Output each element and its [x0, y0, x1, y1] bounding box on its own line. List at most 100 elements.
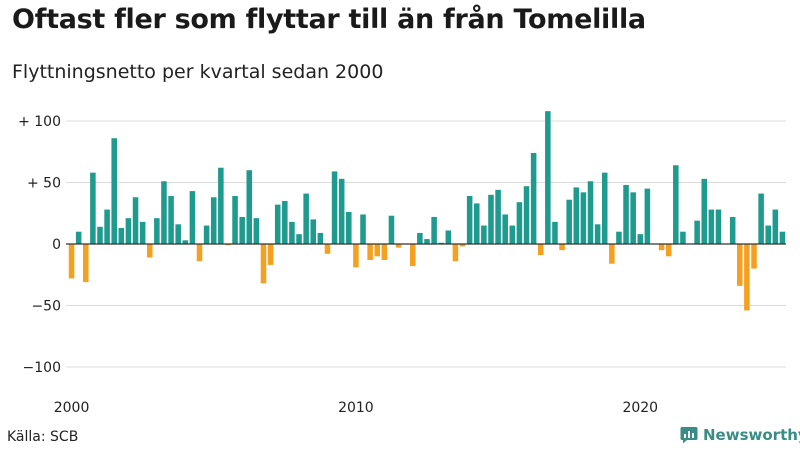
bar — [587, 181, 594, 244]
bar — [559, 244, 565, 251]
bar — [758, 193, 764, 244]
y-tick-label: −100 — [23, 360, 61, 376]
bar — [537, 244, 544, 256]
bar — [417, 232, 423, 244]
bar — [573, 187, 580, 244]
bar — [189, 191, 196, 244]
bar — [459, 244, 466, 247]
chart-title: Oftast fler som flyttar till än från Tom… — [12, 4, 646, 35]
bars — [68, 111, 786, 311]
bar — [580, 192, 587, 244]
brand-name: Newsworthy — [703, 426, 800, 444]
bar — [203, 225, 210, 244]
bar — [346, 212, 352, 244]
bar — [267, 244, 274, 265]
bar — [566, 199, 572, 244]
bar — [680, 231, 686, 244]
bar — [75, 231, 82, 244]
gridlines — [66, 120, 786, 368]
bar — [623, 184, 629, 244]
y-tick-label: 0 — [52, 237, 61, 253]
bar — [729, 216, 736, 244]
bar — [751, 244, 757, 269]
bar — [104, 209, 110, 244]
bar — [374, 244, 381, 257]
bar — [708, 209, 715, 244]
bar — [331, 171, 338, 244]
bar — [168, 196, 174, 244]
bar — [154, 218, 160, 244]
bar — [289, 221, 295, 244]
bar — [694, 220, 700, 244]
bar — [594, 224, 601, 244]
bar — [296, 234, 302, 244]
chart-subtitle: Flyttningsnetto per kvartal sedan 2000 — [12, 61, 384, 83]
bar — [744, 244, 750, 311]
bar — [473, 203, 480, 244]
bar — [715, 209, 722, 244]
bar — [118, 228, 125, 244]
bar — [658, 244, 665, 251]
bar — [502, 214, 508, 244]
bar — [495, 189, 501, 244]
y-tick-label: + 100 — [18, 114, 61, 130]
bar — [175, 224, 181, 244]
bar — [246, 170, 253, 244]
bar — [772, 209, 779, 244]
bar — [303, 193, 309, 244]
bar — [132, 197, 139, 244]
bar — [424, 239, 430, 244]
bar — [338, 178, 345, 244]
bar — [125, 218, 132, 244]
source-label: Källa: SCB — [7, 429, 79, 445]
bar — [673, 165, 679, 244]
bar — [367, 244, 373, 260]
x-axis-tick-labels: 2000 2010 2020 — [54, 400, 658, 416]
bar — [616, 231, 622, 244]
x-tick-label: 2020 — [622, 400, 658, 416]
bar — [545, 111, 551, 244]
bar — [111, 138, 117, 244]
bar — [353, 244, 359, 268]
bar — [438, 242, 444, 244]
bar — [410, 244, 416, 267]
brand-logo: Newsworthy — [680, 426, 800, 444]
bar — [488, 194, 494, 244]
bar — [395, 244, 402, 248]
bar — [218, 167, 224, 244]
bar — [609, 244, 615, 264]
bar — [530, 152, 537, 244]
bar — [146, 244, 153, 258]
x-tick-label: 2010 — [338, 400, 374, 416]
bar — [210, 197, 217, 244]
bar — [630, 192, 636, 244]
bar — [644, 188, 651, 244]
bar — [509, 225, 516, 244]
bar — [260, 244, 267, 284]
bar — [552, 221, 558, 244]
bar — [601, 172, 608, 244]
bar — [779, 231, 786, 244]
bar — [324, 244, 331, 254]
bar — [765, 225, 771, 244]
bar — [452, 244, 459, 262]
bar — [737, 244, 743, 286]
bar — [637, 234, 644, 244]
bar — [523, 186, 530, 244]
bar — [381, 244, 388, 260]
bar — [97, 226, 103, 244]
bar — [360, 214, 366, 244]
bar — [701, 178, 708, 244]
bar — [90, 172, 96, 244]
y-tick-label: + 50 — [27, 176, 61, 192]
bar — [481, 225, 487, 244]
bar — [445, 230, 452, 244]
bar — [139, 221, 146, 244]
bar — [182, 240, 189, 244]
y-axis-tick-labels: + 100 + 50 0 −50 −100 — [18, 114, 61, 376]
bar — [68, 244, 75, 279]
bar — [665, 244, 672, 257]
bar — [431, 216, 437, 244]
bar — [274, 204, 281, 244]
newsworthy-logo-icon — [680, 427, 698, 444]
